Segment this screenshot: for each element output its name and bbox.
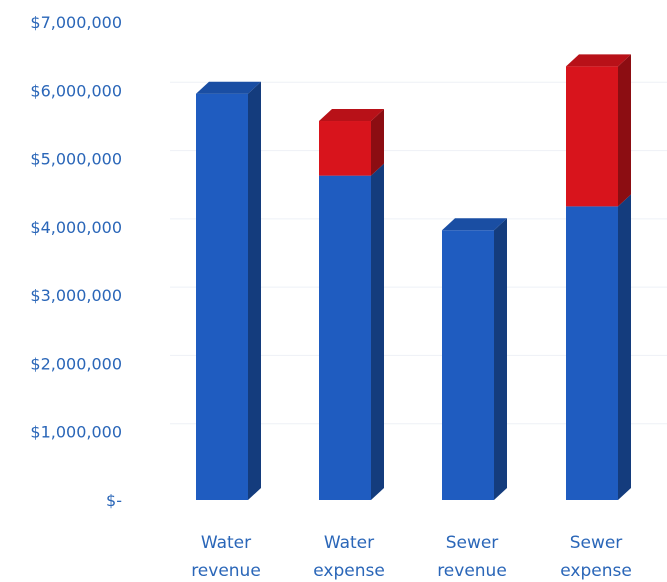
y-tick-label: $1,000,000 (30, 423, 122, 442)
bar-segment-top (196, 81, 261, 94)
x-axis-category-labels: Water revenue Water expense Sewer revenue Sewe… (191, 533, 632, 581)
bar-segment-front (566, 66, 618, 207)
bar-segment-front (442, 230, 494, 500)
y-tick-label: $6,000,000 (30, 81, 122, 100)
bar-sewer-revenue (442, 218, 507, 500)
x-category-label: Water revenue (191, 533, 261, 581)
bar-segment-side (248, 81, 261, 500)
x-category-label: Water expense (313, 533, 385, 581)
bar-segment-front (196, 93, 248, 500)
bar-segment-top (442, 218, 507, 231)
bar-water-expense (319, 109, 384, 500)
bar-segment-front (319, 121, 371, 176)
x-category-label: Sewer expense (560, 533, 632, 581)
bar-segment-side (371, 163, 384, 500)
bar-water-revenue (196, 81, 261, 500)
y-tick-label: $5,000,000 (30, 150, 122, 169)
bars (196, 54, 631, 500)
y-tick-label: $4,000,000 (30, 218, 122, 237)
y-axis-tick-labels: $- $1,000,000 $2,000,000 $3,000,000 $4,000,0… (30, 13, 122, 510)
bar-segment-top (566, 54, 631, 67)
y-tick-label: $3,000,000 (30, 286, 122, 305)
y-tick-label: $7,000,000 (30, 13, 122, 32)
bar-segment-front (319, 175, 371, 500)
bar-segment-side (371, 109, 384, 176)
bar-segment-side (618, 54, 631, 207)
bar-segment-side (494, 218, 507, 500)
y-tick-label: $2,000,000 (30, 354, 122, 373)
bar-segment-top (319, 109, 384, 122)
bar-sewer-expense (566, 54, 631, 500)
x-category-label: Sewer revenue (437, 533, 507, 581)
y-tick-label: $- (106, 491, 122, 510)
bar-segment-side (618, 194, 631, 500)
bar-segment-front (566, 206, 618, 500)
